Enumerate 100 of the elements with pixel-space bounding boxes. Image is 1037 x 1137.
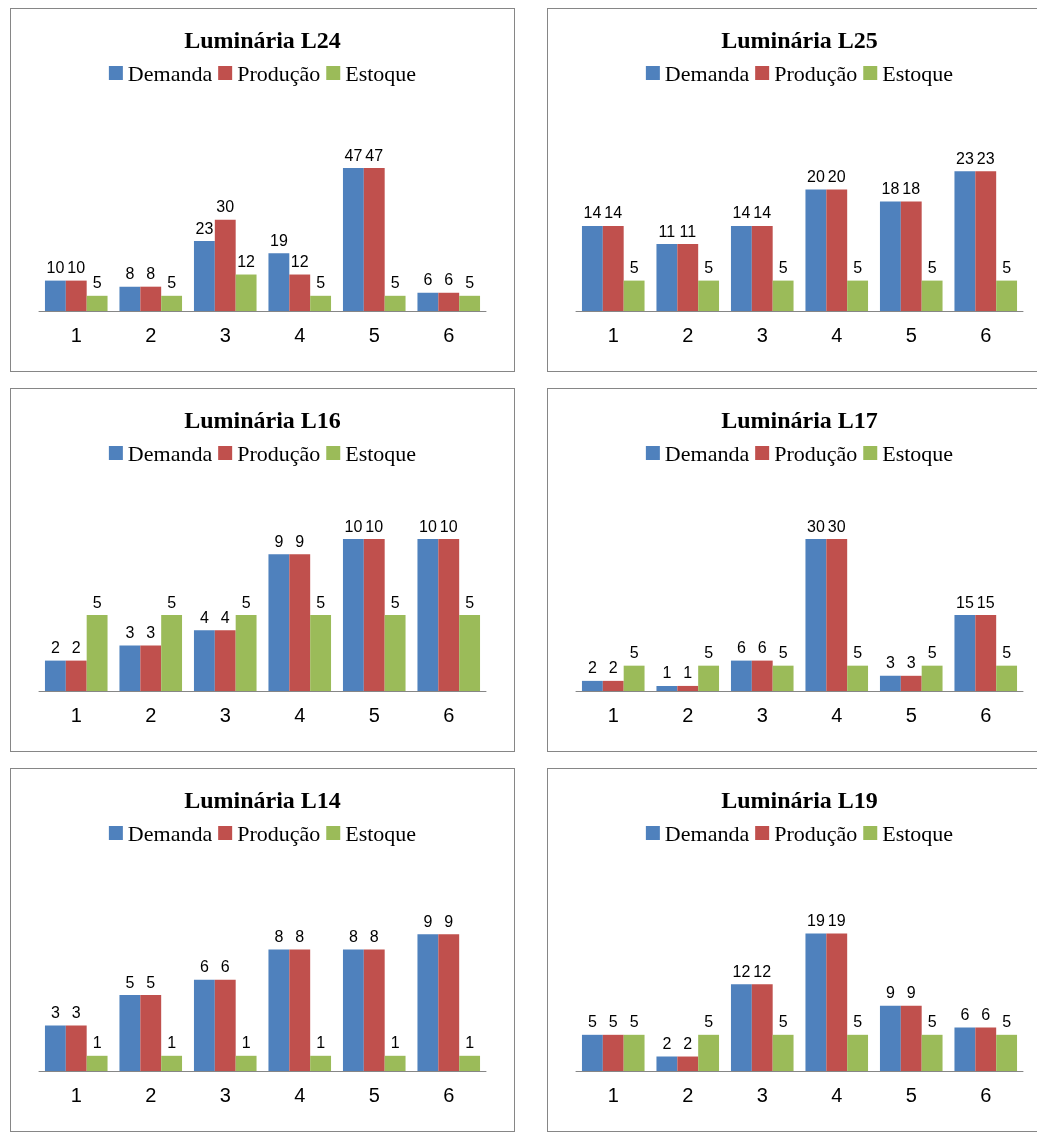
bar [623,280,645,311]
x-tick-label: 5 [905,1084,917,1106]
data-label: 47 [344,146,363,164]
chart-title: Luminária L24 [184,27,341,53]
bar [996,665,1018,691]
data-label: 3 [71,1003,81,1021]
data-label: 5 [927,259,937,277]
bar [459,1055,481,1071]
chart-title: Luminária L25 [721,27,878,53]
bar [289,274,311,311]
bar [65,660,87,691]
data-label: 9 [906,984,916,1002]
bar [161,615,183,691]
data-label: 5 [629,259,639,277]
data-label: 20 [806,167,825,185]
bar [847,280,869,311]
data-label: 2 [50,639,60,657]
legend-label: Produção [237,440,321,466]
bar [193,241,215,311]
bar [900,675,922,691]
bar [805,189,827,311]
bar [119,995,141,1071]
bar [921,1034,943,1071]
bar [996,1034,1018,1071]
data-label: 5 [778,1013,788,1031]
bar [751,984,773,1071]
bar [730,660,752,691]
x-tick-label: 3 [756,704,768,726]
legend-label: Produção [237,820,321,846]
data-label: 5 [927,1013,937,1031]
data-label: 19 [806,911,825,929]
chart-title: Luminária L16 [184,407,341,433]
data-label: 12 [290,253,309,271]
bar [214,219,236,311]
x-tick-label: 1 [70,1084,82,1106]
data-label: 5 [1002,1013,1012,1031]
bar [656,244,678,311]
chart-title: Luminária L17 [721,407,878,433]
bar [438,539,460,691]
data-label: 5 [146,973,156,991]
bar [730,225,752,311]
bar [289,554,311,691]
data-label: 5 [778,259,788,277]
data-label: 3 [146,623,156,641]
x-tick-label: 2 [682,1084,694,1106]
data-label: 2 [662,1035,672,1053]
bar [698,280,720,311]
bar [459,615,481,691]
data-label: 30 [806,517,825,535]
bar [879,1005,901,1071]
data-label: 10 [365,517,384,535]
bar [310,1055,332,1071]
legend-label: Estoque [882,60,954,86]
x-tick-label: 6 [443,324,455,346]
data-label: 11 [679,222,697,240]
bar [438,934,460,1071]
x-tick-label: 1 [607,704,619,726]
x-tick-label: 3 [219,324,231,346]
x-tick-label: 4 [294,704,306,726]
bar [44,660,66,691]
bar [879,675,901,691]
bar [193,630,215,691]
bar [847,665,869,691]
bar [363,539,385,691]
x-tick-label: 1 [607,1084,619,1106]
data-label: 47 [365,146,384,164]
data-label: 6 [423,271,433,289]
bar [268,253,290,311]
data-label: 5 [390,274,400,292]
bar [879,201,901,311]
x-tick-label: 1 [70,324,82,346]
data-label: 10 [439,517,458,535]
data-label: 5 [465,274,475,292]
bar [459,295,481,311]
x-tick-label: 6 [980,1084,992,1106]
data-label: 8 [274,927,284,945]
data-label: 1 [662,664,672,682]
bar [342,539,364,691]
bar [602,680,624,691]
x-tick-label: 6 [443,1084,455,1106]
bar [900,201,922,311]
bar [826,189,848,311]
data-label: 20 [827,167,846,185]
data-label: 5 [316,593,326,611]
bar [996,280,1018,311]
data-label: 5 [778,644,788,662]
data-label: 30 [827,517,846,535]
data-label: 8 [146,265,156,283]
data-label: 3 [125,623,135,641]
x-tick-label: 6 [443,704,455,726]
legend-label: Estoque [345,60,417,86]
bar [921,280,943,311]
bar [602,1034,624,1071]
data-label: 3 [906,654,916,672]
data-label: 6 [981,1006,991,1024]
x-tick-label: 5 [368,324,380,346]
bar [44,1025,66,1071]
data-label: 3 [885,654,895,672]
bar [826,539,848,691]
legend-label: Demanda [127,60,213,86]
